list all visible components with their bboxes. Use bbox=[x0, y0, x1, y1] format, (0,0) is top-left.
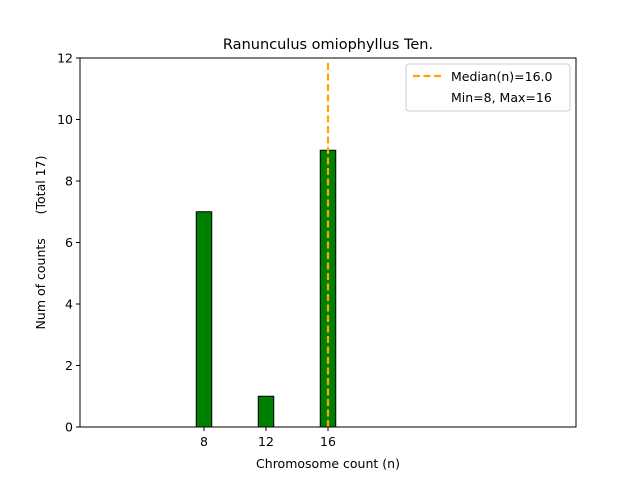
y-tick-label-4: 4 bbox=[65, 297, 73, 312]
x-tick-label-16: 16 bbox=[320, 434, 336, 449]
x-axis-label: Chromosome count (n) bbox=[256, 456, 400, 471]
y-tick-label-10: 10 bbox=[57, 112, 73, 127]
y-tick-label-8: 8 bbox=[65, 174, 73, 189]
bars-layer bbox=[195, 149, 337, 428]
x-tick-label-8: 8 bbox=[200, 434, 208, 449]
x-tick-label-12: 12 bbox=[258, 434, 274, 449]
y-tick-label-12: 12 bbox=[57, 51, 73, 66]
legend: Median(n)=16.0 Min=8, Max=16 bbox=[405, 63, 571, 112]
y-axis: 0 2 4 6 8 10 12 bbox=[57, 51, 80, 435]
bar-12 bbox=[257, 395, 275, 428]
legend-entry-median: Median(n)=16.0 bbox=[451, 69, 552, 84]
y-tick-label-0: 0 bbox=[65, 420, 73, 435]
legend-entry-minmax: Min=8, Max=16 bbox=[451, 90, 552, 105]
y-tick-label-2: 2 bbox=[65, 358, 73, 373]
bar-8 bbox=[195, 211, 213, 428]
chart-title: Ranunculus omiophyllus Ten. bbox=[223, 37, 433, 53]
y-tick-label-6: 6 bbox=[65, 235, 73, 250]
y-axis-label: Num of counts (Total 17) bbox=[33, 156, 48, 330]
x-axis: 8 12 16 bbox=[200, 427, 336, 449]
legend-box bbox=[405, 63, 571, 112]
